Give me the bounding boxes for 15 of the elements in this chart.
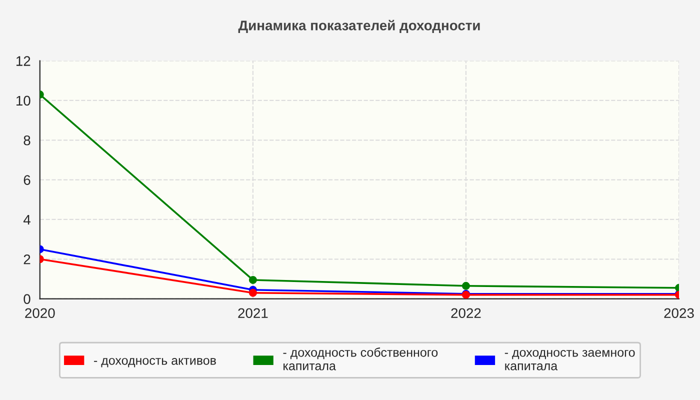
legend-label: - доходность собственного капитала [283, 348, 438, 370]
y-tick-label: 4 [23, 214, 30, 224]
x-tick-label: 2022 [451, 308, 481, 318]
x-tick-label: 2020 [25, 308, 55, 318]
y-tick-label: 8 [24, 135, 30, 146]
y-tick-label: 12 [16, 56, 30, 66]
chart-title: Динамика показателей доходности [238, 20, 480, 34]
legend-label: - доходность заемного капитала [504, 350, 635, 370]
y-tick-label: 6 [24, 175, 30, 185]
x-tick-label: 2021 [238, 308, 268, 318]
legend-label: - доходность активов [94, 358, 216, 368]
y-tick-label: 10 [16, 96, 30, 106]
x-tick-label: 2023 [664, 308, 694, 318]
y-tick-label: 0 [24, 294, 30, 304]
y-tick-label: 2 [24, 254, 30, 264]
